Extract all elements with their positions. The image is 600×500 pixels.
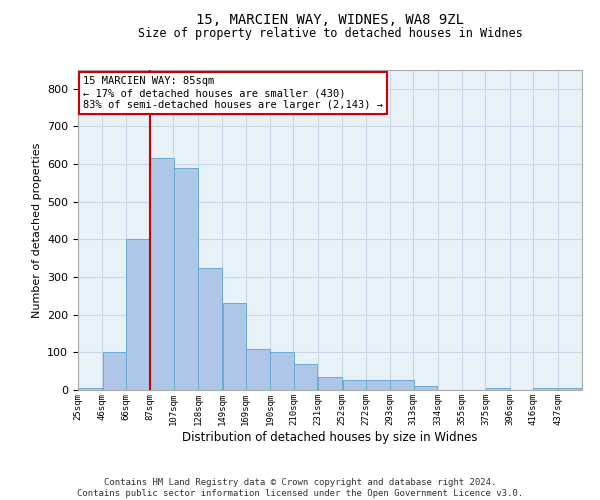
Bar (366, 380, 389, 390)
Bar (533, 388, 557, 390)
Bar (103, 352, 127, 390)
Y-axis label: Number of detached properties: Number of detached properties (32, 142, 41, 318)
Bar (246, 348, 270, 390)
Text: 15, MARCIEN WAY, WIDNES, WA8 9ZL: 15, MARCIEN WAY, WIDNES, WA8 9ZL (196, 12, 464, 26)
Text: Size of property relative to detached houses in Widnes: Size of property relative to detached ho… (137, 28, 523, 40)
Bar (318, 377, 342, 390)
Bar (151, 158, 175, 390)
X-axis label: Distribution of detached houses by size in Widnes: Distribution of detached houses by size … (182, 430, 478, 444)
Bar (271, 352, 294, 390)
Bar (126, 240, 150, 390)
Text: Contains HM Land Registry data © Crown copyright and database right 2024.
Contai: Contains HM Land Registry data © Crown c… (77, 478, 523, 498)
Bar (174, 168, 197, 390)
Bar (293, 364, 317, 390)
Bar (390, 380, 414, 390)
Bar (413, 386, 437, 390)
Bar (78, 388, 102, 390)
Bar (558, 388, 582, 390)
Bar (485, 388, 509, 390)
Bar (223, 304, 247, 390)
Bar (198, 268, 222, 390)
Text: 15 MARCIEN WAY: 85sqm
← 17% of detached houses are smaller (430)
83% of semi-det: 15 MARCIEN WAY: 85sqm ← 17% of detached … (83, 76, 383, 110)
Bar (343, 380, 367, 390)
